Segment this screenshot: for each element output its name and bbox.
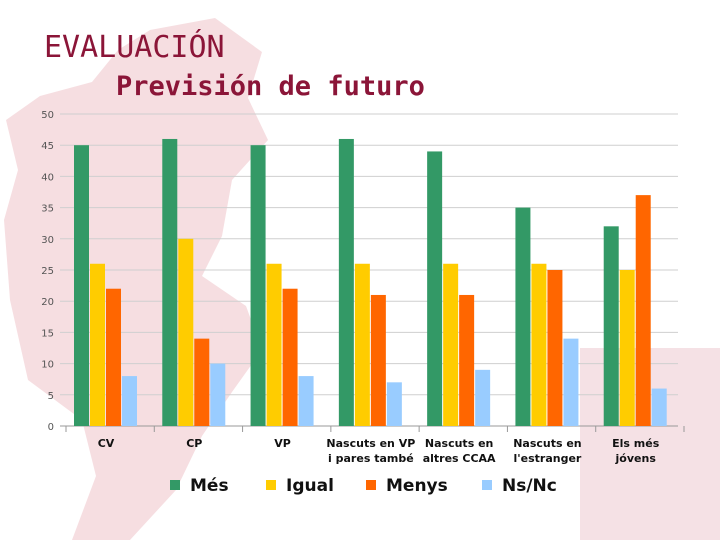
y-tick-label: 20 (41, 297, 54, 308)
bar-Ns/Nc-5 (475, 369, 491, 426)
legend-item-3: Ns/Nc (482, 476, 557, 496)
bar-Igual-7 (619, 270, 635, 426)
bar-Ns/Nc-2 (210, 363, 226, 426)
bar-Més-5 (427, 151, 443, 426)
bar-Ns/Nc-6 (563, 338, 579, 426)
bar-Més-3 (250, 145, 266, 426)
x-tick-label-line: Nascuts en VP (326, 437, 415, 450)
x-tick-label: Nascuts en VP i pares també (326, 437, 415, 465)
bar-Més-6 (515, 207, 531, 426)
y-tick-label: 15 (41, 328, 54, 339)
bar-Menys-2 (194, 338, 210, 426)
bar-Més-4 (338, 138, 354, 426)
legend-swatch (266, 480, 276, 490)
y-tick-label: 5 (48, 391, 54, 402)
bar-Menys-3 (282, 288, 298, 426)
legend-label: Menys (386, 476, 448, 496)
x-tick-label-line: Nascuts en (513, 437, 581, 450)
y-tick-label: 30 (41, 235, 54, 246)
x-tick-label-line: VP (274, 437, 291, 450)
bar-Menys-6 (547, 270, 563, 426)
bar-Més-7 (603, 226, 619, 426)
slide-subtitle: Previsión de futuro (116, 71, 425, 102)
x-tick-label: Nascuts en l'estranger (513, 437, 582, 465)
y-tick-label: 35 (41, 204, 54, 215)
x-tick-label-line: CV (98, 437, 115, 450)
bar-Igual-3 (266, 263, 282, 426)
chart-legend: Més Igual Menys Ns/Nc (170, 474, 570, 500)
legend-swatch (482, 480, 492, 490)
x-tick-label-line: jóvens (615, 452, 657, 465)
legend-swatch (366, 480, 376, 490)
x-tick-label-line: altres CCAA (423, 452, 496, 465)
bar-Més-1 (74, 145, 89, 426)
bar-Ns/Nc-7 (651, 388, 667, 426)
slide-title: EVALUACIÓN (44, 30, 225, 65)
x-tick-label-line: CP (186, 437, 202, 450)
bar-Igual-5 (443, 263, 459, 426)
x-tick-label-line: Els més (612, 437, 660, 450)
x-tick-label-line: l'estranger (514, 452, 582, 465)
y-tick-label: 40 (41, 172, 54, 183)
x-tick-label: Els més jóvens (612, 437, 660, 465)
x-tick-label: CP (186, 437, 202, 450)
bar-Menys-7 (635, 195, 651, 426)
legend-item-1: Igual (266, 476, 334, 496)
y-tick-label: 45 (41, 141, 54, 152)
legend-label: Igual (286, 476, 334, 496)
bar-Menys-5 (459, 294, 475, 426)
y-tick-label: 0 (48, 422, 54, 433)
bar-Ns/Nc-3 (298, 376, 314, 426)
x-tick-label-line: Nascuts en (425, 437, 493, 450)
y-tick-label: 50 (41, 110, 54, 121)
bar-Menys-4 (370, 294, 386, 426)
bar-Ns/Nc-1 (122, 376, 137, 426)
bar-Igual-1 (90, 263, 105, 426)
x-tick-label: Nascuts en altres CCAA (423, 437, 496, 465)
legend-swatch (170, 480, 180, 490)
x-tick-label-line: i pares també (328, 452, 414, 465)
bar-Igual-6 (531, 263, 547, 426)
bar-Igual-2 (178, 238, 194, 426)
bar-Igual-4 (354, 263, 370, 426)
legend-label: Ns/Nc (502, 476, 557, 496)
x-tick-label: CV (98, 437, 115, 450)
bar-Menys-1 (106, 288, 121, 426)
y-tick-label: 10 (41, 360, 54, 371)
y-tick-label: 25 (41, 266, 54, 277)
bar-Més-2 (162, 138, 178, 426)
bar-Ns/Nc-4 (386, 382, 402, 426)
legend-label: Més (190, 476, 229, 496)
legend-item-0: Més (170, 476, 229, 496)
x-tick-label: VP (274, 437, 291, 450)
legend-item-2: Menys (366, 476, 448, 496)
